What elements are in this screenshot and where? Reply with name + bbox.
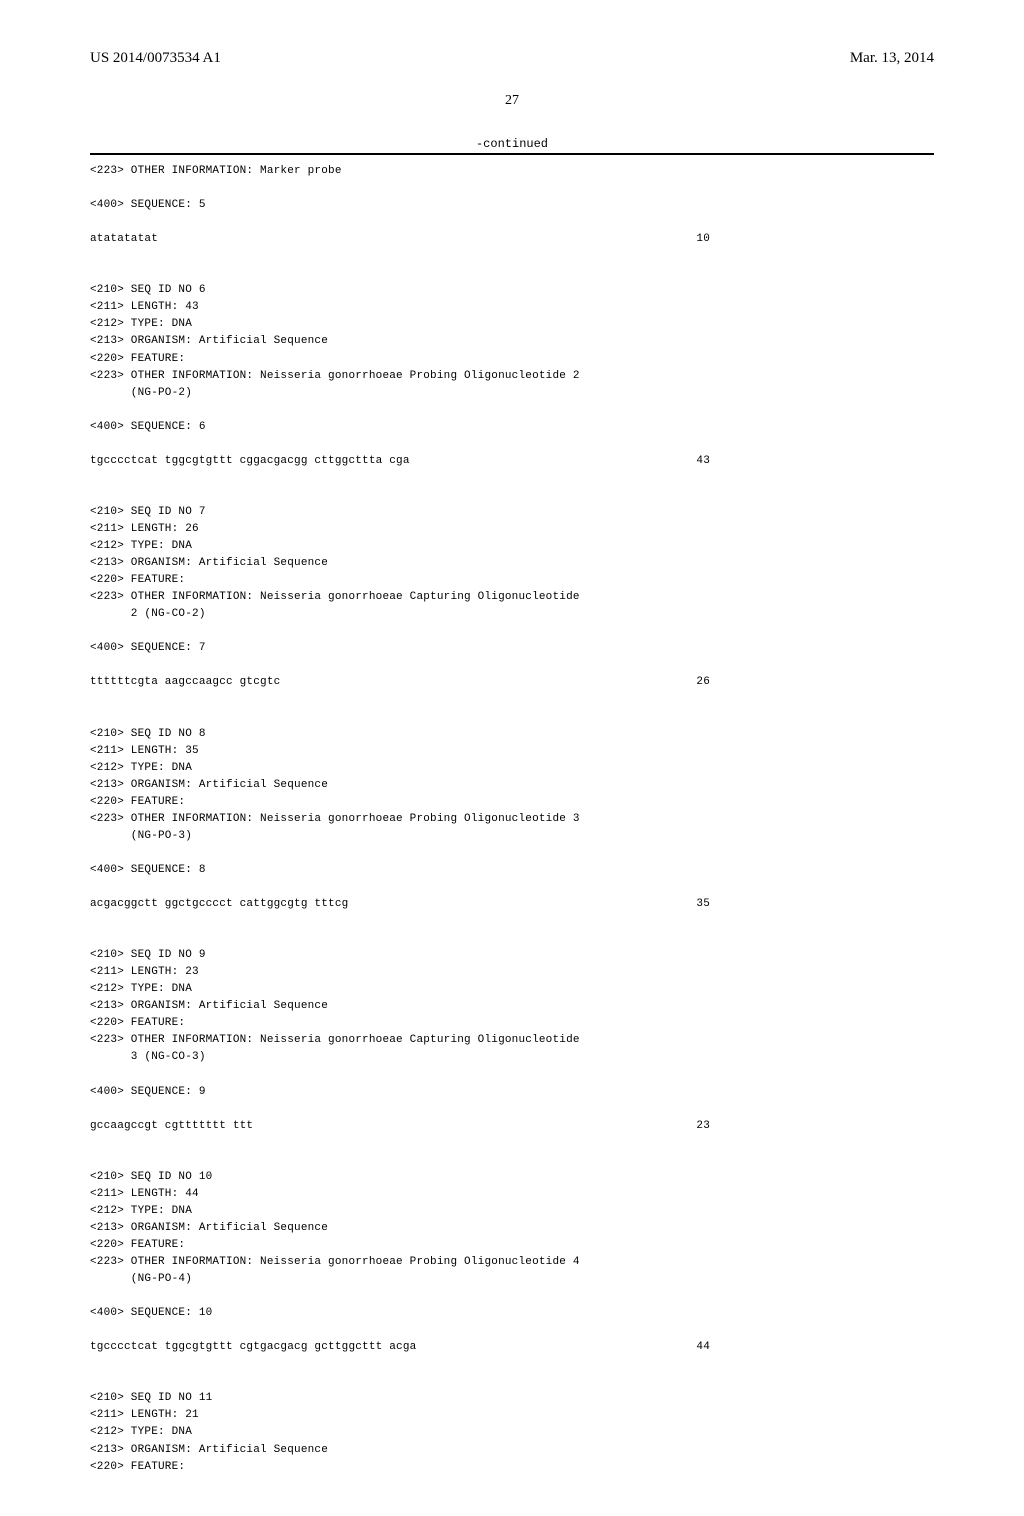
seq-text-line: <223> OTHER INFORMATION: Neisseria gonor… <box>90 589 934 606</box>
seq-text-line: <211> LENGTH: 26 <box>90 521 934 538</box>
seq-text-line: <223> OTHER INFORMATION: Neisseria gonor… <box>90 368 934 385</box>
sequence-row: acgacggctt ggctgcccct cattggcgtg tttcg 35 <box>90 896 710 913</box>
seq-text-line: <211> LENGTH: 44 <box>90 1186 934 1203</box>
sequence-text: tgcccctcat tggcgtgttt cgtgacgacg gcttggc… <box>90 1339 416 1356</box>
seq-text-line: <211> LENGTH: 23 <box>90 964 934 981</box>
page-header: US 2014/0073534 A1 Mar. 13, 2014 <box>90 50 934 67</box>
seq-blank-line <box>90 436 934 453</box>
seq-text-line <box>90 1135 934 1152</box>
seq-text-line <box>90 248 934 265</box>
seq-blank-line <box>90 214 934 231</box>
seq-text-line <box>90 845 934 862</box>
seq-text-line: 2 (NG-CO-2) <box>90 606 934 623</box>
seq-text-line: <211> LENGTH: 43 <box>90 299 934 316</box>
sequence-listing: <223> OTHER INFORMATION: Marker probe <4… <box>90 163 934 1476</box>
seq-text-line: <220> FEATURE: <box>90 794 934 811</box>
sequence-text: tgcccctcat tggcgtgttt cggacgacgg cttggct… <box>90 453 410 470</box>
seq-text-line: <220> FEATURE: <box>90 351 934 368</box>
seq-text-line <box>90 1373 934 1390</box>
seq-text-line: 3 (NG-CO-3) <box>90 1049 934 1066</box>
seq-text-line <box>90 1356 934 1373</box>
continued-label: -continued <box>90 137 934 151</box>
seq-text-line: <220> FEATURE: <box>90 1459 934 1476</box>
seq-text-line: <213> ORGANISM: Artificial Sequence <box>90 1220 934 1237</box>
seq-text-line <box>90 930 934 947</box>
seq-blank-line <box>90 879 934 896</box>
sequence-row: atatatatat 10 <box>90 231 710 248</box>
page-container: US 2014/0073534 A1 Mar. 13, 2014 27 -con… <box>0 0 1024 1516</box>
seq-text-line: <210> SEQ ID NO 6 <box>90 282 934 299</box>
seq-blank-line <box>90 657 934 674</box>
seq-text-line: <223> OTHER INFORMATION: Marker probe <box>90 163 934 180</box>
seq-blank-line <box>90 1322 934 1339</box>
seq-text-line <box>90 1288 934 1305</box>
horizontal-rule <box>90 153 934 155</box>
seq-text-line: <400> SEQUENCE: 6 <box>90 419 934 436</box>
seq-text-line <box>90 265 934 282</box>
seq-text-line: (NG-PO-2) <box>90 385 934 402</box>
seq-text-line <box>90 691 934 708</box>
seq-text-line <box>90 913 934 930</box>
seq-text-line <box>90 709 934 726</box>
sequence-length-number: 44 <box>676 1339 710 1356</box>
sequence-length-number: 10 <box>676 231 710 248</box>
seq-text-line: <223> OTHER INFORMATION: Neisseria gonor… <box>90 811 934 828</box>
seq-text-line: <212> TYPE: DNA <box>90 1203 934 1220</box>
page-number: 27 <box>90 93 934 109</box>
seq-text-line: (NG-PO-3) <box>90 828 934 845</box>
seq-text-line: <223> OTHER INFORMATION: Neisseria gonor… <box>90 1032 934 1049</box>
seq-text-line: <212> TYPE: DNA <box>90 981 934 998</box>
seq-text-line: <400> SEQUENCE: 5 <box>90 197 934 214</box>
seq-blank-line <box>90 1101 934 1118</box>
seq-text-line <box>90 180 934 197</box>
publication-date: Mar. 13, 2014 <box>850 50 934 67</box>
seq-text-line: <220> FEATURE: <box>90 572 934 589</box>
seq-text-line: (NG-PO-4) <box>90 1271 934 1288</box>
sequence-row: tgcccctcat tggcgtgttt cggacgacgg cttggct… <box>90 453 710 470</box>
sequence-row: gccaagccgt cgttttttt ttt 23 <box>90 1118 710 1135</box>
seq-text-line: <220> FEATURE: <box>90 1237 934 1254</box>
seq-text-line: <212> TYPE: DNA <box>90 1424 934 1441</box>
sequence-length-number: 43 <box>676 453 710 470</box>
seq-text-line: <400> SEQUENCE: 8 <box>90 862 934 879</box>
seq-text-line: <213> ORGANISM: Artificial Sequence <box>90 1442 934 1459</box>
seq-text-line: <211> LENGTH: 35 <box>90 743 934 760</box>
sequence-length-number: 35 <box>676 896 710 913</box>
seq-text-line: <220> FEATURE: <box>90 1015 934 1032</box>
sequence-text: gccaagccgt cgttttttt ttt <box>90 1118 253 1135</box>
seq-text-line <box>90 623 934 640</box>
sequence-text: acgacggctt ggctgcccct cattggcgtg tttcg <box>90 896 348 913</box>
seq-text-line: <213> ORGANISM: Artificial Sequence <box>90 998 934 1015</box>
seq-text-line: <400> SEQUENCE: 9 <box>90 1084 934 1101</box>
seq-text-line: <212> TYPE: DNA <box>90 538 934 555</box>
seq-text-line <box>90 470 934 487</box>
seq-text-line: <210> SEQ ID NO 8 <box>90 726 934 743</box>
publication-number: US 2014/0073534 A1 <box>90 50 221 67</box>
seq-text-line: <211> LENGTH: 21 <box>90 1407 934 1424</box>
sequence-row: ttttttcgta aagccaagcc gtcgtc 26 <box>90 674 710 691</box>
seq-text-line: <400> SEQUENCE: 7 <box>90 640 934 657</box>
seq-text-line: <210> SEQ ID NO 10 <box>90 1169 934 1186</box>
seq-text-line: <223> OTHER INFORMATION: Neisseria gonor… <box>90 1254 934 1271</box>
seq-text-line: <212> TYPE: DNA <box>90 760 934 777</box>
seq-text-line <box>90 487 934 504</box>
seq-text-line <box>90 1066 934 1083</box>
seq-text-line: <210> SEQ ID NO 11 <box>90 1390 934 1407</box>
sequence-text: atatatatat <box>90 231 158 248</box>
seq-text-line: <210> SEQ ID NO 9 <box>90 947 934 964</box>
sequence-row: tgcccctcat tggcgtgttt cgtgacgacg gcttggc… <box>90 1339 710 1356</box>
sequence-text: ttttttcgta aagccaagcc gtcgtc <box>90 674 280 691</box>
seq-text-line: <213> ORGANISM: Artificial Sequence <box>90 555 934 572</box>
seq-text-line: <213> ORGANISM: Artificial Sequence <box>90 777 934 794</box>
seq-text-line: <212> TYPE: DNA <box>90 316 934 333</box>
sequence-length-number: 23 <box>676 1118 710 1135</box>
seq-text-line <box>90 1152 934 1169</box>
seq-text-line <box>90 402 934 419</box>
seq-text-line: <213> ORGANISM: Artificial Sequence <box>90 333 934 350</box>
seq-text-line: <210> SEQ ID NO 7 <box>90 504 934 521</box>
sequence-length-number: 26 <box>676 674 710 691</box>
